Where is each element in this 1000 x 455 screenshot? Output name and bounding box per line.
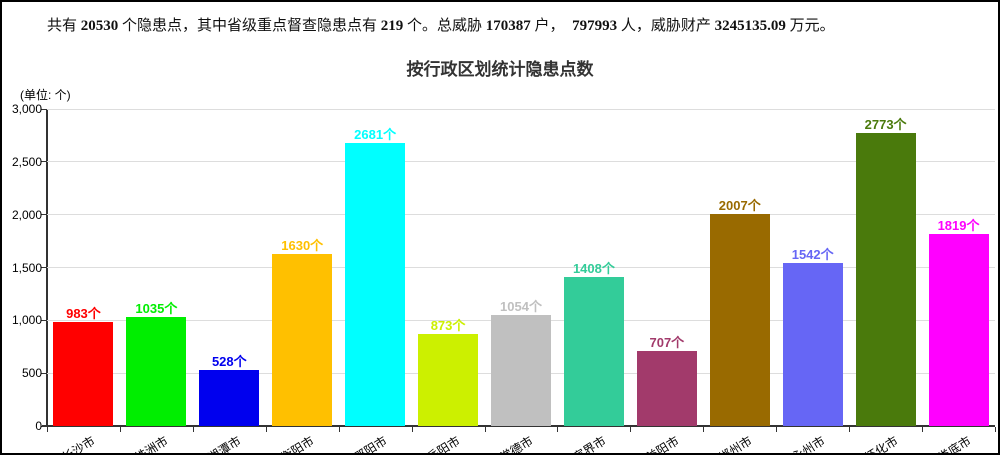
summary-text: 共有 [47, 18, 81, 34]
bar [491, 314, 551, 426]
bar [709, 213, 770, 426]
gridline [47, 161, 995, 163]
threatened-households: 170387 [485, 18, 531, 34]
x-tick [265, 427, 267, 432]
x-tick [557, 427, 559, 432]
y-axis-label: 2,500 [11, 154, 42, 169]
bar [272, 253, 333, 426]
bar [199, 370, 260, 426]
total-hazard-count: 20530 [80, 18, 119, 34]
y-axis-label: 3,000 [11, 102, 42, 116]
bar-value-label: 1630个 [281, 237, 324, 253]
bar-value-label: 2773个 [864, 116, 907, 132]
bar-value-label: 528个 [211, 354, 247, 370]
y-axis-label: 0 [35, 419, 42, 433]
gridline [47, 214, 995, 216]
provincial-key-count: 219 [380, 18, 404, 34]
x-tick [776, 427, 778, 432]
y-tick [41, 161, 47, 163]
y-tick [41, 319, 47, 321]
x-tick [703, 427, 705, 432]
unit-label: (单位: 个) [20, 88, 71, 102]
summary-text: 万元。 [785, 18, 835, 34]
y-axis-label: 1,500 [11, 260, 42, 275]
bar-value-label: 2681个 [354, 126, 397, 142]
x-axis-label: 长沙市 [59, 433, 98, 455]
summary-text: 个。总威胁 [403, 18, 486, 34]
y-axis-label: 2,000 [11, 207, 42, 222]
bar [928, 233, 989, 426]
summary-header: 共有 20530 个隐患点，其中省级重点督查隐患点有 219 个。总威胁 170… [47, 14, 835, 35]
threatened-people: 797993 [572, 18, 618, 34]
bar [345, 142, 406, 426]
x-tick [192, 427, 194, 432]
bar [418, 333, 479, 426]
y-tick [41, 372, 47, 374]
gridline [47, 108, 995, 110]
bar-value-label: 1819个 [937, 217, 980, 233]
bar [855, 132, 916, 426]
x-tick [630, 427, 632, 432]
x-tick [119, 427, 121, 432]
chart-title: 按行政区划统计隐患点数 [406, 60, 594, 79]
bar-value-label: 1035个 [135, 300, 178, 316]
bar [636, 351, 697, 426]
x-axis-line [42, 425, 995, 427]
bar [126, 316, 187, 426]
bar-value-label: 873个 [430, 317, 466, 333]
y-tick [41, 108, 47, 110]
bar-value-label: 1542个 [791, 247, 834, 263]
x-tick [338, 427, 340, 432]
gridline [47, 267, 995, 268]
y-axis-line [46, 109, 48, 427]
summary-text: 人，威胁财产 [617, 18, 715, 34]
x-tick [47, 427, 48, 432]
x-tick [922, 427, 924, 432]
bar-value-label: 1408个 [572, 261, 615, 277]
summary-text: 户， [530, 18, 573, 34]
bar [563, 277, 624, 426]
bar-value-label: 2007个 [718, 197, 761, 213]
x-tick [849, 427, 851, 432]
x-tick [484, 427, 486, 432]
y-axis-label: 500 [21, 366, 42, 381]
x-tick [411, 427, 413, 432]
y-tick [41, 214, 47, 216]
threatened-property: 3245135.09 [714, 18, 786, 34]
bar [782, 263, 843, 426]
y-axis-label: 1,000 [11, 313, 42, 328]
bar-value-label: 1054个 [500, 298, 542, 314]
y-tick [41, 267, 47, 268]
bar-value-label: 983个 [66, 306, 101, 322]
y-tick [41, 425, 47, 427]
x-tick [995, 427, 996, 432]
bar-value-label: 707个 [649, 335, 685, 351]
bar [53, 322, 114, 426]
summary-text: 个隐患点，其中省级重点督查隐患点有 [118, 18, 381, 34]
